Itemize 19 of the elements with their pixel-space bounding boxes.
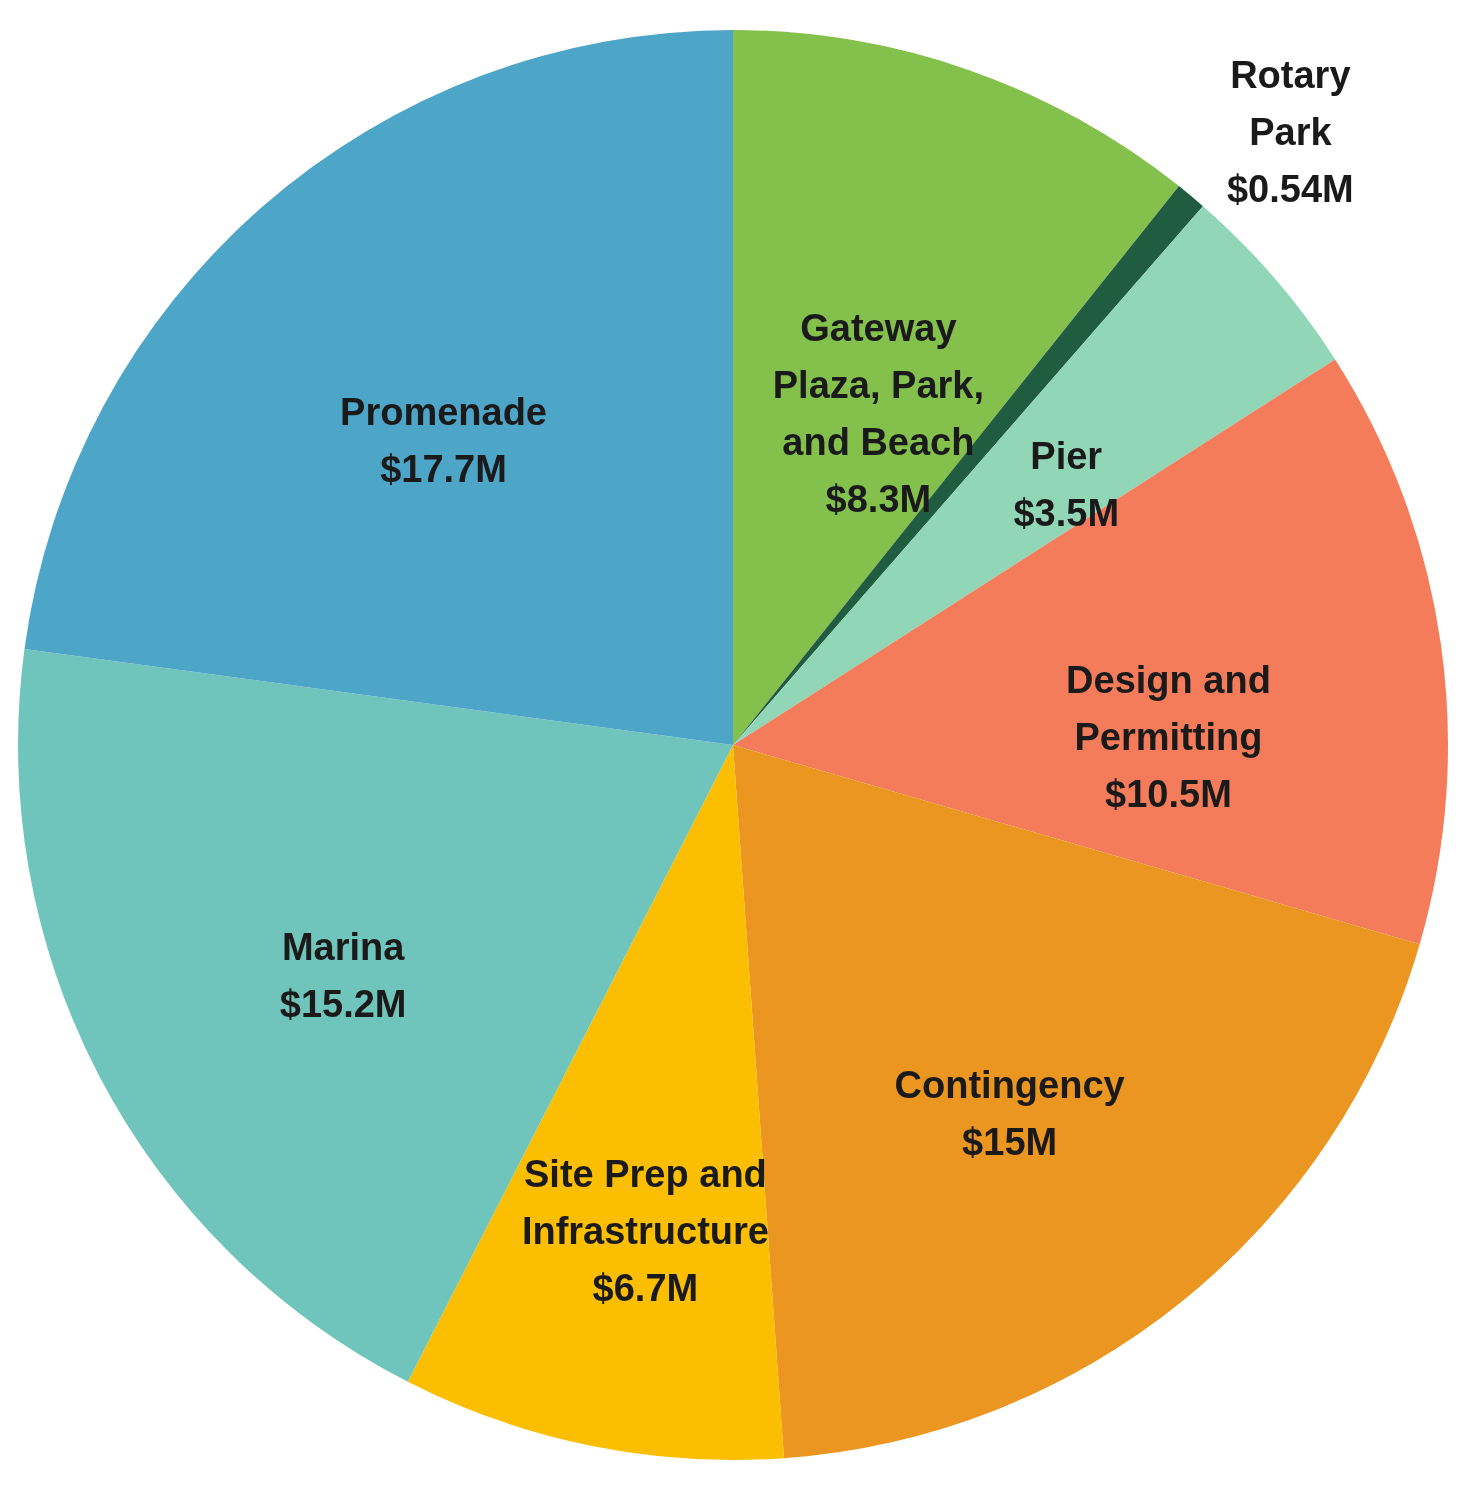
data-label: $8.3M bbox=[825, 477, 932, 520]
data-label: $3.5M bbox=[1013, 491, 1120, 534]
slice-label: Rotary Park bbox=[1230, 53, 1351, 153]
pie-slice bbox=[407, 745, 785, 1460]
data-label: $15M bbox=[962, 1121, 1058, 1164]
slice-label: Marina bbox=[281, 925, 406, 968]
slice-label: Site Prep and Infrastructure bbox=[521, 1153, 769, 1253]
slice-label: Pier bbox=[1030, 434, 1103, 477]
slice-label: Contingency bbox=[894, 1064, 1125, 1107]
pie-slice bbox=[24, 30, 733, 745]
slice-label: Design and Permitting bbox=[1066, 659, 1271, 759]
slice-label: Gateway Plaza, Park, and Beach bbox=[772, 306, 984, 463]
data-label: $0.54M bbox=[1226, 167, 1354, 210]
data-label: $6.7M bbox=[592, 1267, 699, 1310]
data-label: $15.2M bbox=[279, 982, 407, 1025]
slice-label: Promenade bbox=[340, 390, 547, 433]
data-label: $10.5M bbox=[1105, 773, 1232, 816]
data-label: $17.7M bbox=[380, 447, 507, 490]
pie-slice bbox=[733, 359, 1448, 945]
